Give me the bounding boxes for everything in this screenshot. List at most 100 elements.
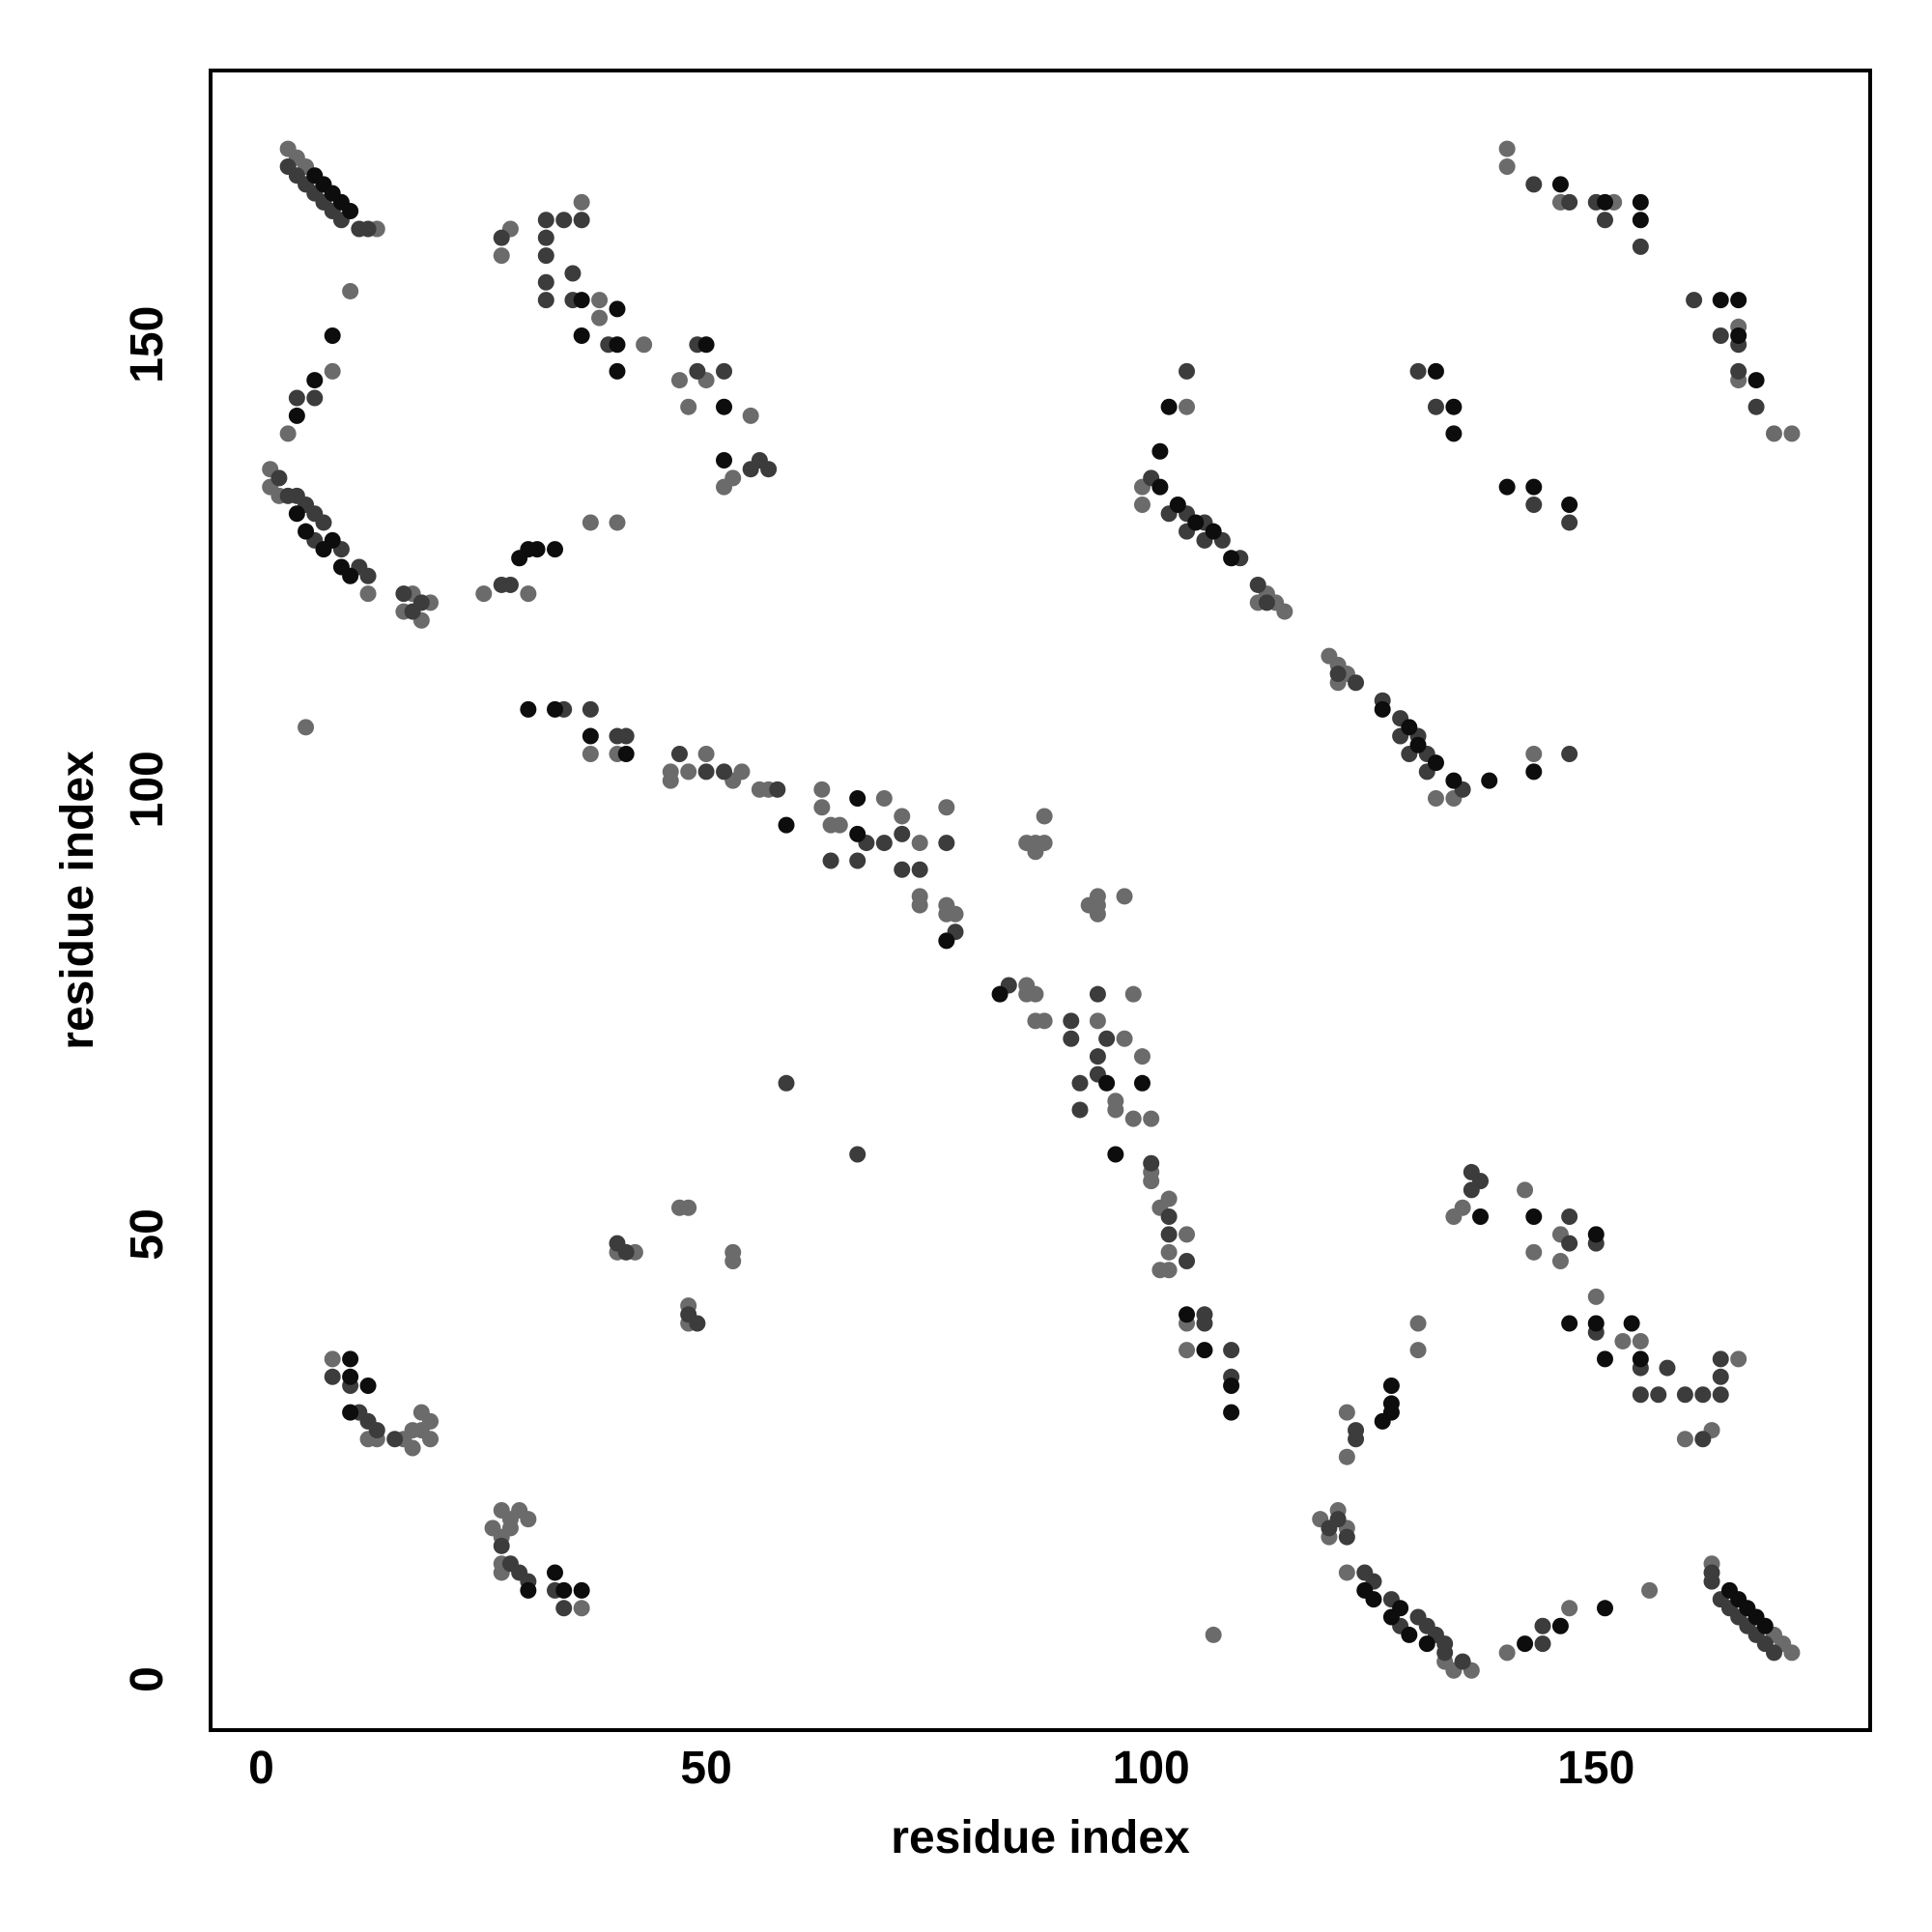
data-point: [1143, 1110, 1160, 1127]
data-point: [1561, 497, 1578, 514]
data-point: [1686, 292, 1703, 309]
data-point: [609, 514, 626, 531]
data-point: [894, 825, 911, 842]
data-point: [724, 469, 742, 487]
data-point: [760, 461, 778, 478]
data-point: [1596, 193, 1613, 211]
data-point: [1676, 1386, 1693, 1404]
data-point: [1321, 647, 1338, 665]
data-point: [1179, 1253, 1196, 1270]
data-point: [1766, 425, 1783, 442]
data-point: [1338, 1404, 1355, 1421]
data-point: [1276, 603, 1293, 620]
data-point: [279, 425, 297, 442]
data-point: [1463, 1163, 1480, 1180]
data-point: [511, 550, 528, 567]
data-point: [1650, 1386, 1667, 1404]
data-point: [1089, 1012, 1106, 1030]
data-point: [609, 300, 626, 318]
data-point: [555, 212, 573, 229]
data-point: [1427, 754, 1444, 772]
data-point: [849, 852, 867, 869]
data-point: [1169, 497, 1186, 514]
data-point: [573, 212, 590, 229]
data-point: [1089, 985, 1106, 1003]
x-tick-label: 50: [680, 1743, 731, 1794]
data-point: [1445, 398, 1463, 415]
data-point: [537, 229, 554, 246]
data-point: [1160, 398, 1178, 415]
data-point: [1596, 1350, 1613, 1368]
data-point: [359, 585, 377, 603]
data-point: [1089, 1048, 1106, 1065]
data-point: [1179, 1226, 1196, 1243]
data-point: [537, 212, 554, 229]
data-point: [537, 292, 554, 309]
data-point: [1623, 1315, 1640, 1332]
data-point: [404, 1439, 421, 1457]
data-point: [1151, 1262, 1169, 1279]
data-point: [1196, 1306, 1213, 1323]
data-point: [386, 1431, 404, 1448]
data-point: [306, 372, 324, 389]
data-point: [1223, 550, 1240, 567]
data-point: [1463, 1181, 1480, 1199]
data-point: [1587, 1288, 1605, 1305]
data-point: [1712, 327, 1729, 345]
data-point: [680, 398, 697, 415]
data-point: [609, 362, 626, 380]
data-point: [1632, 1386, 1649, 1404]
data-point: [1258, 594, 1275, 611]
data-point: [555, 1581, 573, 1599]
data-point: [1498, 478, 1516, 496]
data-point: [680, 763, 697, 781]
data-point: [1525, 1243, 1543, 1261]
data-point: [1712, 1350, 1729, 1368]
data-point: [1676, 1431, 1693, 1448]
data-point: [493, 1501, 510, 1519]
data-point: [1027, 843, 1044, 861]
data-point: [1409, 362, 1427, 380]
x-tick-label: 100: [1113, 1743, 1190, 1794]
data-point: [1018, 977, 1036, 994]
data-point: [680, 1199, 697, 1216]
data-point: [1730, 1350, 1747, 1368]
data-point: [1454, 1199, 1471, 1216]
data-point: [582, 700, 599, 718]
data-point: [315, 514, 332, 531]
data-point: [1694, 1431, 1712, 1448]
data-point: [1071, 1101, 1089, 1119]
y-tick-label: 0: [122, 1666, 173, 1692]
data-point: [938, 932, 955, 950]
data-point: [573, 1581, 590, 1599]
data-point: [1498, 140, 1516, 157]
data-point: [306, 389, 324, 407]
data-point: [1551, 1253, 1569, 1270]
data-point: [1445, 425, 1463, 442]
data-point: [1124, 985, 1142, 1003]
data-point: [831, 816, 848, 834]
data-point: [1382, 1378, 1400, 1395]
data-point: [288, 407, 305, 424]
data-point: [1196, 1342, 1213, 1359]
data-point: [670, 745, 688, 762]
data-point: [813, 781, 831, 798]
data-point: [342, 1404, 359, 1421]
data-point: [1249, 576, 1266, 593]
data-point: [1525, 497, 1543, 514]
data-point: [662, 772, 679, 789]
data-point: [493, 229, 510, 246]
data-point: [849, 1146, 867, 1163]
data-point: [778, 1074, 795, 1092]
data-point: [324, 1350, 341, 1368]
data-point: [724, 1243, 742, 1261]
data-point: [1739, 1600, 1756, 1617]
data-point: [520, 700, 537, 718]
data-point: [733, 763, 751, 781]
data-point: [1525, 176, 1543, 193]
data-point: [1756, 1617, 1774, 1634]
data-point: [493, 247, 510, 265]
data-point: [1561, 1208, 1578, 1225]
data-point: [359, 220, 377, 238]
data-point: [1098, 1030, 1116, 1047]
